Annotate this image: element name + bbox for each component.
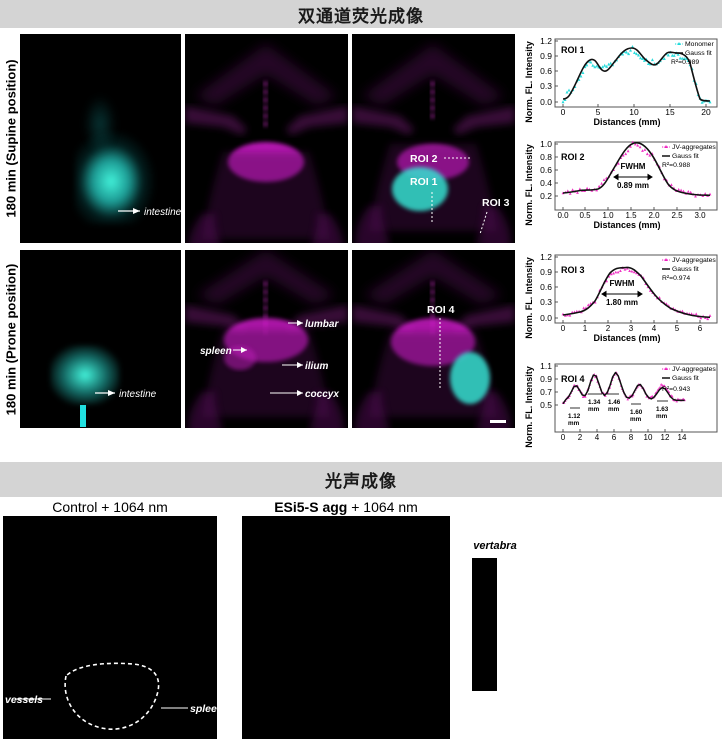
svg-text:0.0: 0.0 bbox=[540, 97, 552, 107]
svg-text:Distances (mm): Distances (mm) bbox=[593, 117, 660, 127]
svg-text:1: 1 bbox=[583, 324, 588, 333]
svg-text:JV-aggregates: JV-aggregates bbox=[672, 366, 716, 373]
svg-text:mm: mm bbox=[588, 406, 600, 413]
svg-text:Norm. FL. Intensity: Norm. FL. Intensity bbox=[524, 366, 534, 448]
svg-text:14: 14 bbox=[678, 433, 687, 442]
svg-text:0: 0 bbox=[561, 433, 566, 442]
svg-text:1.1: 1.1 bbox=[540, 362, 552, 371]
svg-text:0.5: 0.5 bbox=[579, 211, 591, 220]
svg-text:1.60: 1.60 bbox=[630, 409, 643, 416]
svg-text:JV-aggregates: JV-aggregates bbox=[672, 257, 716, 264]
svg-text:0.8: 0.8 bbox=[540, 152, 552, 162]
svg-text:10: 10 bbox=[644, 433, 653, 442]
svg-text:Norm. FL. Intensity: Norm. FL. Intensity bbox=[524, 144, 534, 226]
svg-text:3: 3 bbox=[629, 324, 634, 333]
svg-text:spleen: spleen bbox=[200, 346, 232, 357]
svg-text:0.0: 0.0 bbox=[557, 211, 569, 220]
svg-text:Norm. FL. Intensity: Norm. FL. Intensity bbox=[524, 257, 534, 339]
svg-text:intestine: intestine bbox=[119, 389, 157, 400]
svg-text:coccyx: coccyx bbox=[305, 389, 339, 400]
svg-text:1.63: 1.63 bbox=[656, 406, 669, 413]
svg-text:2: 2 bbox=[606, 324, 611, 333]
svg-text:0.6: 0.6 bbox=[540, 165, 552, 175]
svg-text:0.5: 0.5 bbox=[540, 400, 552, 410]
svg-text:0.6: 0.6 bbox=[540, 66, 552, 76]
svg-text:1.0: 1.0 bbox=[602, 211, 614, 220]
svg-text:0.6: 0.6 bbox=[540, 282, 552, 292]
svg-text:0: 0 bbox=[561, 107, 566, 117]
svg-text:mm: mm bbox=[630, 416, 642, 423]
svg-text:0.2: 0.2 bbox=[540, 191, 552, 201]
svg-text:0.7: 0.7 bbox=[540, 387, 552, 397]
svg-text:3.0: 3.0 bbox=[694, 211, 706, 220]
svg-text:ROI 2: ROI 2 bbox=[410, 153, 438, 165]
svg-text:intestine: intestine bbox=[144, 207, 181, 218]
svg-text:5: 5 bbox=[675, 324, 680, 333]
svg-text:FWHM: FWHM bbox=[621, 162, 646, 171]
svg-text:0.3: 0.3 bbox=[540, 81, 552, 91]
svg-text:1.0: 1.0 bbox=[540, 140, 552, 149]
svg-text:1.2: 1.2 bbox=[540, 37, 552, 46]
svg-text:0.89 mm: 0.89 mm bbox=[617, 181, 649, 190]
svg-text:15: 15 bbox=[665, 107, 675, 117]
svg-text:0.9: 0.9 bbox=[540, 267, 552, 277]
svg-text:Monomer: Monomer bbox=[685, 41, 714, 48]
svg-text:mm: mm bbox=[656, 413, 668, 420]
svg-text:ROI 1: ROI 1 bbox=[410, 176, 438, 188]
svg-text:2.5: 2.5 bbox=[671, 211, 683, 220]
svg-text:4: 4 bbox=[595, 433, 600, 442]
svg-text:ROI 4: ROI 4 bbox=[561, 374, 585, 384]
svg-text:R²=0.988: R²=0.988 bbox=[662, 162, 690, 169]
svg-text:ROI 1: ROI 1 bbox=[561, 45, 585, 55]
svg-text:0.9: 0.9 bbox=[540, 374, 552, 384]
svg-text:1.5: 1.5 bbox=[625, 211, 637, 220]
svg-text:8: 8 bbox=[629, 433, 634, 442]
svg-text:R²=0.989: R²=0.989 bbox=[671, 59, 699, 66]
svg-text:5: 5 bbox=[596, 107, 601, 117]
svg-text:Gauss fit: Gauss fit bbox=[672, 266, 699, 273]
svg-text:Distances (mm): Distances (mm) bbox=[593, 333, 660, 343]
svg-text:0: 0 bbox=[561, 324, 566, 333]
svg-text:FWHM: FWHM bbox=[610, 279, 635, 288]
svg-text:ROI 2: ROI 2 bbox=[561, 152, 585, 162]
svg-text:1.80 mm: 1.80 mm bbox=[606, 298, 638, 307]
svg-text:vessels: vessels bbox=[5, 694, 43, 706]
svg-text:0.0: 0.0 bbox=[540, 313, 552, 323]
svg-text:0.3: 0.3 bbox=[540, 297, 552, 307]
svg-text:12: 12 bbox=[661, 433, 670, 442]
svg-text:6: 6 bbox=[612, 433, 617, 442]
svg-text:Distances (mm): Distances (mm) bbox=[593, 220, 660, 230]
svg-text:2: 2 bbox=[578, 433, 583, 442]
svg-text:20: 20 bbox=[701, 107, 711, 117]
svg-text:JV-aggregates: JV-aggregates bbox=[672, 144, 716, 151]
svg-text:1.46: 1.46 bbox=[608, 399, 621, 406]
svg-text:0.4: 0.4 bbox=[540, 178, 552, 188]
svg-text:R²=0.974: R²=0.974 bbox=[662, 275, 690, 282]
svg-text:ROI 4: ROI 4 bbox=[427, 304, 455, 316]
svg-text:1.34: 1.34 bbox=[588, 399, 601, 406]
svg-text:Gauss fit: Gauss fit bbox=[685, 50, 712, 57]
svg-text:0.9: 0.9 bbox=[540, 51, 552, 61]
svg-text:mm: mm bbox=[608, 406, 620, 413]
svg-text:R²=0.943: R²=0.943 bbox=[662, 386, 690, 393]
svg-text:ilium: ilium bbox=[305, 361, 328, 372]
svg-text:6: 6 bbox=[698, 324, 703, 333]
svg-text:Gauss fit: Gauss fit bbox=[672, 375, 699, 382]
svg-text:ROI 3: ROI 3 bbox=[561, 265, 585, 275]
svg-text:4: 4 bbox=[652, 324, 657, 333]
svg-text:mm: mm bbox=[568, 420, 580, 427]
svg-text:lumbar: lumbar bbox=[305, 319, 339, 330]
svg-text:ROI 3: ROI 3 bbox=[482, 197, 510, 209]
svg-text:Norm. FL. Intensity: Norm. FL. Intensity bbox=[524, 41, 534, 123]
svg-text:1.12: 1.12 bbox=[568, 413, 581, 420]
svg-text:spleen: spleen bbox=[190, 703, 217, 715]
svg-text:2.0: 2.0 bbox=[648, 211, 660, 220]
svg-text:1.2: 1.2 bbox=[540, 253, 552, 262]
svg-text:Gauss fit: Gauss fit bbox=[672, 153, 699, 160]
svg-text:10: 10 bbox=[629, 107, 639, 117]
